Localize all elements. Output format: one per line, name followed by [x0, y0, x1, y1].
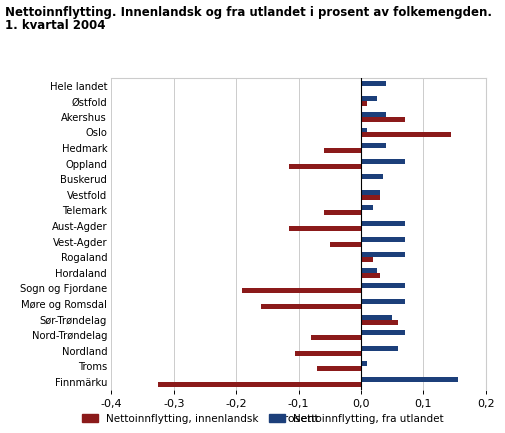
Bar: [360, 96, 376, 101]
Bar: [360, 268, 376, 273]
Bar: [360, 320, 397, 325]
Bar: [360, 132, 450, 138]
Bar: [360, 158, 404, 164]
Bar: [360, 101, 367, 107]
Bar: [323, 210, 360, 216]
Bar: [311, 335, 360, 340]
Bar: [360, 346, 397, 351]
Bar: [295, 351, 360, 356]
Bar: [360, 252, 404, 257]
Bar: [360, 330, 404, 335]
Bar: [360, 174, 382, 179]
Bar: [360, 81, 385, 86]
Bar: [360, 117, 404, 122]
Bar: [317, 366, 360, 372]
Bar: [360, 205, 373, 210]
Bar: [360, 257, 373, 262]
Bar: [158, 382, 360, 387]
Bar: [360, 190, 379, 195]
Bar: [323, 148, 360, 153]
Bar: [360, 221, 404, 226]
X-axis label: Prosent: Prosent: [277, 414, 319, 424]
Bar: [360, 127, 367, 132]
Bar: [289, 164, 360, 169]
Bar: [360, 143, 385, 148]
Bar: [261, 304, 360, 309]
Text: Nettoinnflytting. Innenlandsk og fra utlandet i prosent av folkemengden.: Nettoinnflytting. Innenlandsk og fra utl…: [5, 6, 491, 19]
Bar: [360, 361, 367, 366]
Bar: [360, 273, 379, 278]
Legend: Nettoinnflytting, innenlandsk, Nettoinnflytting, fra utlandet: Nettoinnflytting, innenlandsk, Nettoinnf…: [78, 410, 447, 428]
Bar: [360, 112, 385, 117]
Bar: [289, 226, 360, 231]
Bar: [360, 314, 391, 320]
Bar: [360, 299, 404, 304]
Bar: [360, 283, 404, 288]
Bar: [329, 242, 360, 247]
Text: 1. kvartal 2004: 1. kvartal 2004: [5, 19, 106, 32]
Bar: [360, 195, 379, 200]
Bar: [242, 288, 360, 294]
Bar: [360, 377, 457, 382]
Bar: [360, 236, 404, 242]
